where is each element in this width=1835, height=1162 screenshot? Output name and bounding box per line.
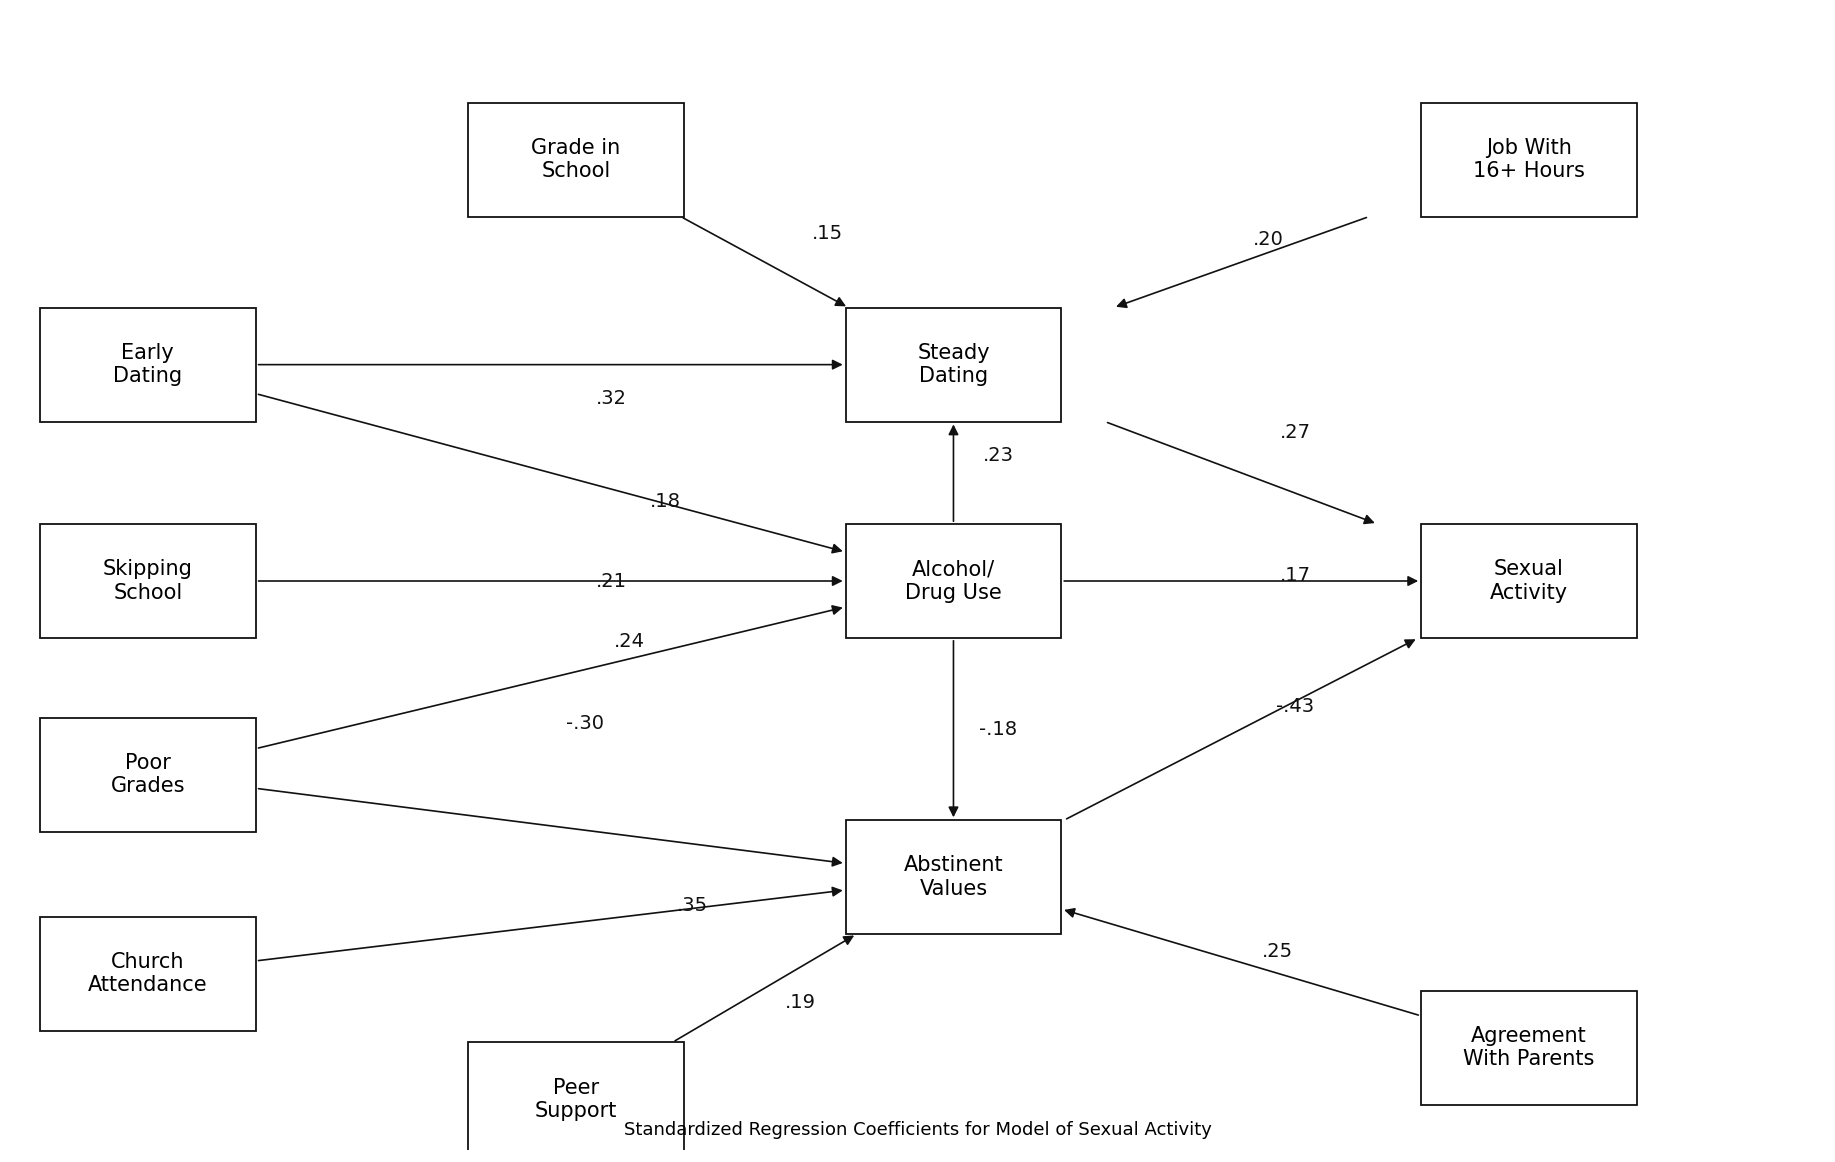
- Text: -.18: -.18: [980, 719, 1017, 739]
- FancyBboxPatch shape: [40, 524, 255, 638]
- Text: Peer
Support: Peer Support: [534, 1077, 617, 1120]
- Text: .15: .15: [813, 224, 842, 243]
- Text: .25: .25: [1262, 941, 1292, 961]
- Text: Steady
Dating: Steady Dating: [918, 343, 989, 386]
- FancyBboxPatch shape: [846, 820, 1061, 934]
- FancyBboxPatch shape: [846, 524, 1061, 638]
- FancyBboxPatch shape: [40, 718, 255, 832]
- Text: Poor
Grades: Poor Grades: [110, 753, 185, 796]
- Text: Job With
16+ Hours: Job With 16+ Hours: [1474, 138, 1585, 181]
- Text: -.43: -.43: [1275, 697, 1314, 716]
- Text: Alcohol/
Drug Use: Alcohol/ Drug Use: [905, 559, 1002, 603]
- Text: Skipping
School: Skipping School: [103, 559, 193, 603]
- Text: .19: .19: [785, 992, 817, 1012]
- Text: Grade in
School: Grade in School: [530, 138, 620, 181]
- Text: Standardized Regression Coefficients for Model of Sexual Activity: Standardized Regression Coefficients for…: [624, 1121, 1211, 1139]
- Text: .21: .21: [596, 572, 628, 590]
- FancyBboxPatch shape: [468, 1042, 684, 1156]
- FancyBboxPatch shape: [846, 308, 1061, 422]
- Text: .24: .24: [615, 632, 646, 651]
- FancyBboxPatch shape: [1420, 524, 1637, 638]
- Text: .32: .32: [596, 389, 628, 408]
- FancyBboxPatch shape: [468, 102, 684, 216]
- Text: Early
Dating: Early Dating: [114, 343, 182, 386]
- Text: -.30: -.30: [565, 713, 604, 733]
- Text: Abstinent
Values: Abstinent Values: [903, 855, 1004, 898]
- FancyBboxPatch shape: [40, 917, 255, 1031]
- Text: .23: .23: [984, 446, 1015, 465]
- Text: .17: .17: [1279, 566, 1310, 584]
- Text: .27: .27: [1279, 423, 1310, 443]
- Text: .18: .18: [650, 492, 681, 511]
- Text: Agreement
With Parents: Agreement With Parents: [1462, 1026, 1595, 1069]
- Text: Church
Attendance: Church Attendance: [88, 953, 207, 996]
- FancyBboxPatch shape: [40, 308, 255, 422]
- FancyBboxPatch shape: [1420, 991, 1637, 1105]
- Text: .20: .20: [1253, 230, 1284, 249]
- FancyBboxPatch shape: [1420, 102, 1637, 216]
- Text: .35: .35: [677, 896, 708, 914]
- Text: Sexual
Activity: Sexual Activity: [1490, 559, 1567, 603]
